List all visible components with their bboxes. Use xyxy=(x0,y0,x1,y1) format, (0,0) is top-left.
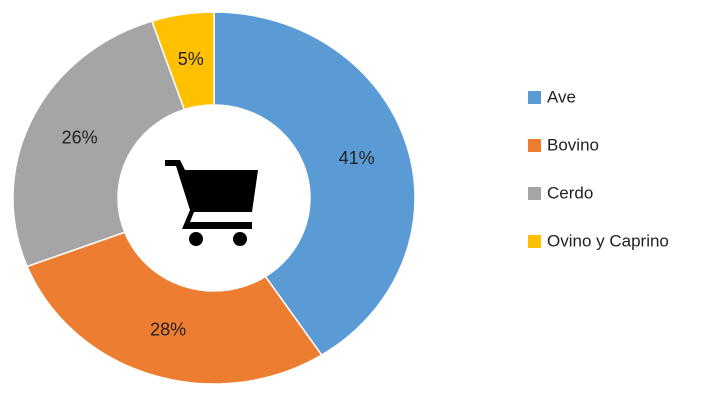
data-label: 41% xyxy=(339,148,375,168)
cart-icon xyxy=(165,160,258,246)
legend-label: Bovino xyxy=(547,135,599,154)
legend-swatch xyxy=(528,139,541,152)
slice xyxy=(150,11,215,111)
cart-body xyxy=(165,160,258,229)
data-label: 26% xyxy=(62,127,98,147)
slice xyxy=(213,11,416,357)
cart-wheel xyxy=(189,232,203,246)
slice xyxy=(12,20,186,268)
slice xyxy=(26,231,323,385)
cart-wheel xyxy=(233,232,247,246)
legend-swatch xyxy=(528,235,541,248)
legend-label: Ovino y Caprino xyxy=(547,231,669,250)
legend-label: Cerdo xyxy=(547,183,593,202)
legend-swatch xyxy=(528,187,541,200)
data-label: 28% xyxy=(150,319,186,339)
data-label: 5% xyxy=(178,49,204,69)
slices xyxy=(12,11,416,385)
legend-label: Ave xyxy=(547,87,576,106)
legend-swatch xyxy=(528,91,541,104)
